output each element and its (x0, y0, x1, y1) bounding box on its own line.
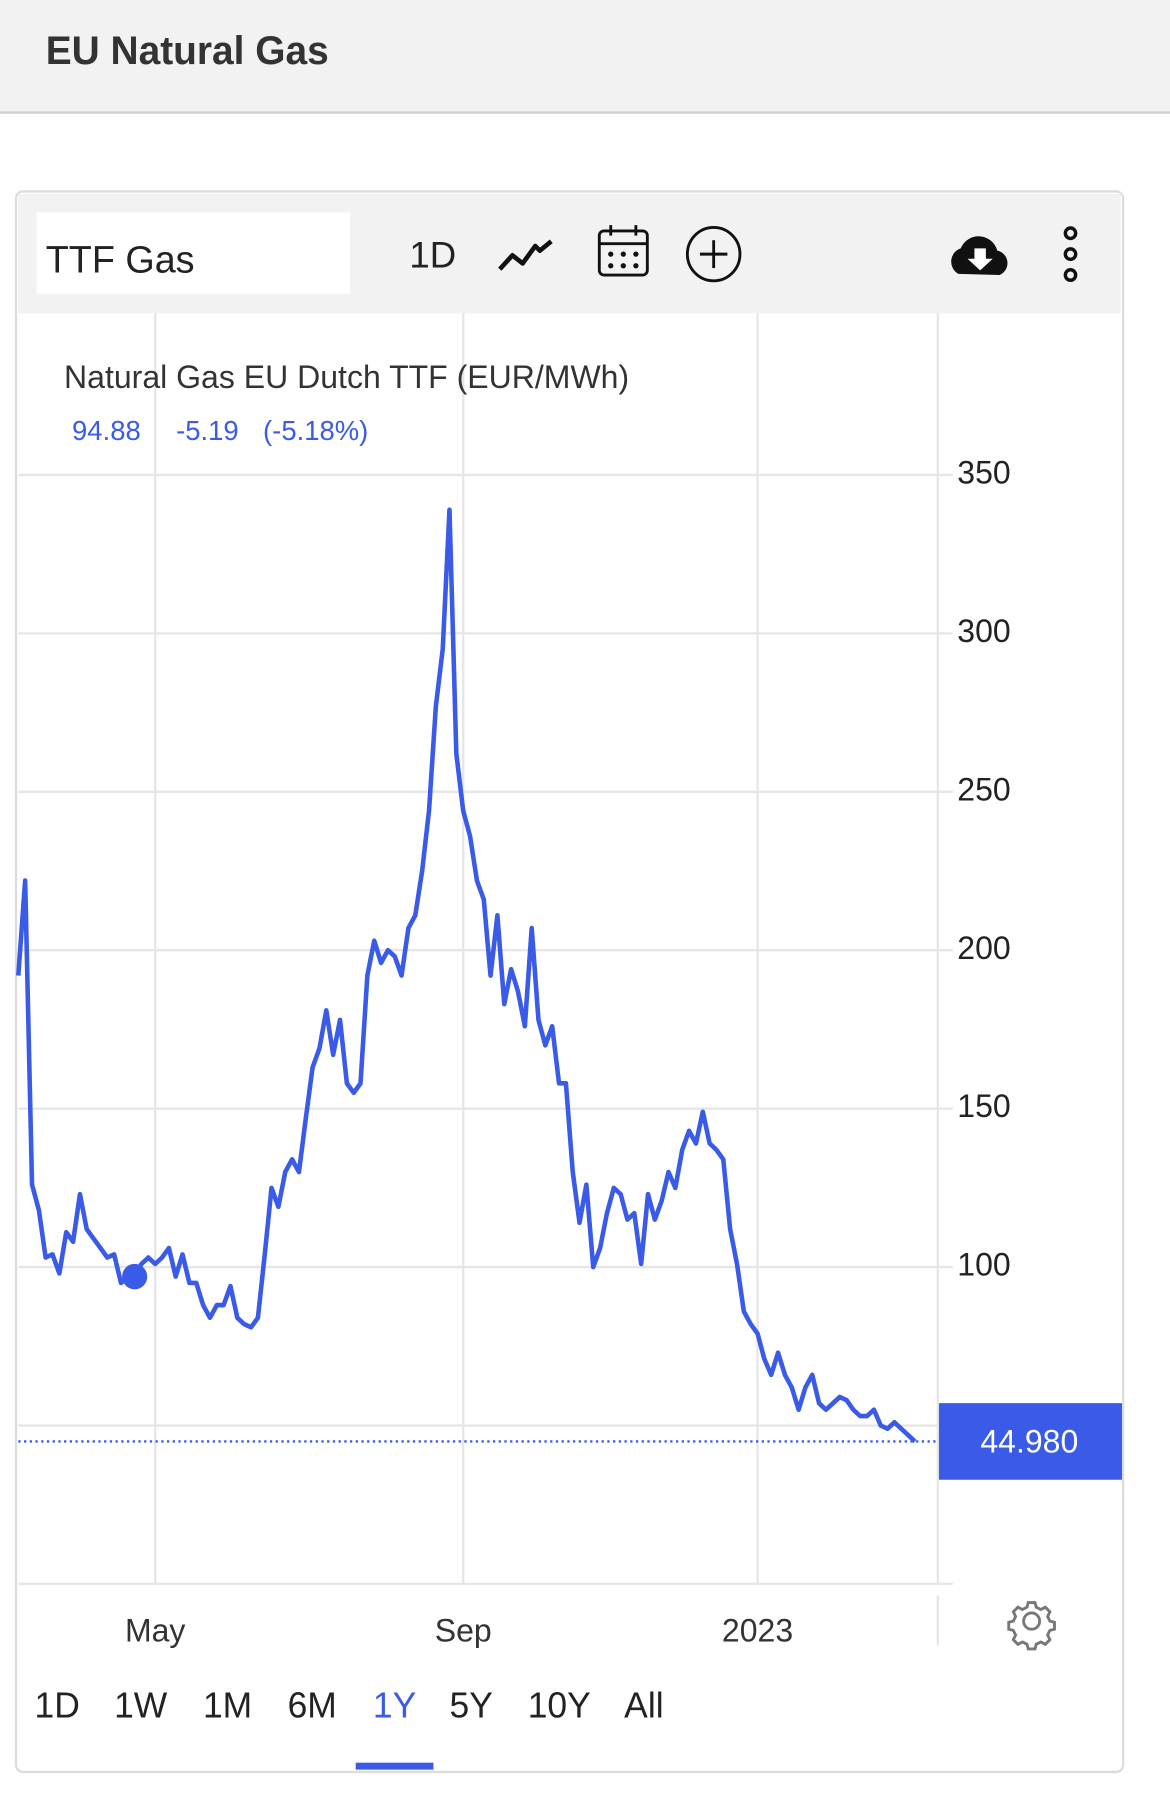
current-value-label: 44.980 (980, 1423, 1078, 1459)
y-tick-label: 300 (957, 613, 1010, 649)
y-tick-label: 200 (957, 930, 1010, 966)
y-tick-label: 250 (957, 771, 1010, 807)
range-button[interactable]: 5Y (450, 1685, 494, 1725)
range-button[interactable]: 1W (114, 1685, 167, 1725)
range-bar: 1D 1W 1M 6M 1Y 5Y 10Y All (35, 1685, 664, 1770)
range-button[interactable]: 6M (288, 1685, 337, 1725)
interval-button[interactable]: 1D (409, 234, 456, 275)
range-active-underline (355, 1762, 434, 1770)
x-tick-label: May (125, 1612, 186, 1648)
range-button[interactable]: All (624, 1685, 663, 1725)
range-button[interactable]: 1Y (373, 1685, 417, 1725)
current-value-box (938, 1403, 1122, 1480)
x-tick-label: Sep (435, 1612, 492, 1648)
symbol-text: TTF Gas (46, 239, 195, 281)
header-bar (0, 0, 1170, 113)
x-tick-label: 2023 (722, 1612, 793, 1648)
plot-area: MaySep20235010015020025030035044.980 (16, 313, 1122, 1648)
chart-card (14, 190, 1125, 1774)
range-button[interactable]: 1D (35, 1685, 80, 1725)
quote-change: -5.19 (176, 415, 239, 446)
chart-type-icon[interactable] (498, 239, 553, 271)
add-icon[interactable] (685, 225, 742, 283)
symbol-input[interactable] (36, 212, 350, 294)
price-line (16, 507, 917, 1444)
range-button[interactable]: 1M (203, 1685, 252, 1725)
y-tick-label: 150 (957, 1088, 1010, 1124)
series-title: Natural Gas EU Dutch TTF (EUR/MWh) (64, 359, 629, 395)
quote-change-pct: (-5.18%) (263, 415, 368, 446)
page-title: EU Natural Gas (46, 30, 329, 73)
menu-icon[interactable] (1063, 226, 1078, 282)
hover-marker (122, 1263, 148, 1290)
quote-last: 94.88 (72, 415, 141, 446)
calendar-icon[interactable] (597, 225, 649, 277)
download-icon[interactable] (951, 236, 1008, 276)
settings-icon[interactable] (1007, 1601, 1056, 1651)
range-button[interactable]: 10Y (528, 1685, 591, 1725)
y-tick-label: 100 (957, 1246, 1010, 1282)
y-tick-label: 350 (957, 454, 1010, 490)
